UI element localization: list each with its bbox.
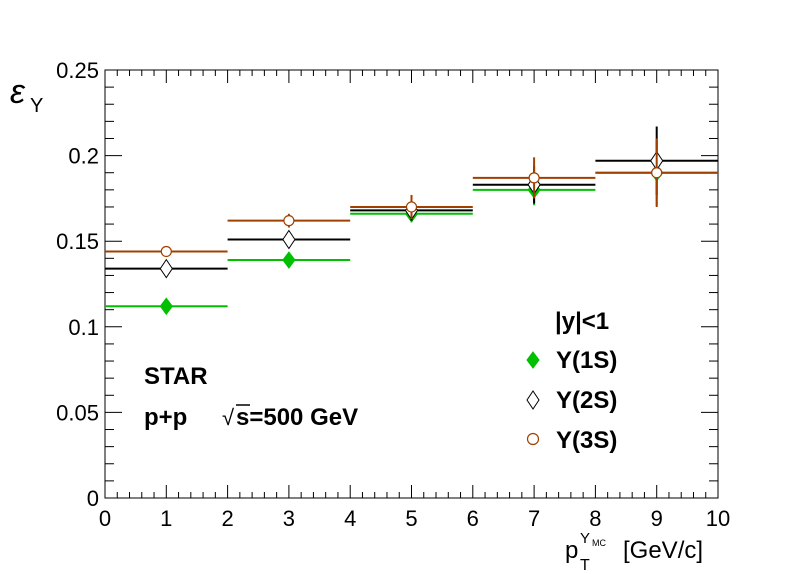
legend-marker-2s (526, 390, 540, 410)
legend-label-1s: Υ(1S) (556, 347, 617, 374)
legend-marker-1s (526, 351, 540, 369)
system-label: p+p (144, 404, 187, 431)
x-tick-label: 3 (283, 506, 295, 531)
x-tick-label: 10 (706, 506, 730, 531)
data-point-3s (160, 245, 172, 258)
x-tick-label: 0 (99, 506, 111, 531)
x-tick-label: 8 (589, 506, 601, 531)
data-point-2s (159, 258, 173, 279)
star-label: STAR (144, 363, 208, 390)
energy-label: s=500 GeV (236, 404, 358, 431)
legend-header: |y|<1 (555, 308, 609, 335)
x-tick-label: 1 (160, 506, 172, 531)
y-tick-label: 0.05 (56, 400, 99, 425)
x-axis-title-sup: Υ (580, 530, 590, 547)
y-tick-label: 0 (87, 486, 99, 511)
x-tick-label: 4 (344, 506, 356, 531)
y-axis-title: ε (10, 73, 26, 111)
data-point-2s (282, 229, 296, 250)
y-axis-title-sub: Υ (30, 95, 43, 117)
x-axis-title-T: T (580, 557, 590, 574)
data-point-1s (282, 251, 296, 269)
legend-marker-3s (526, 432, 540, 446)
x-tick-label: 6 (467, 506, 479, 531)
sqrt-symbol: √ (222, 405, 235, 430)
y-tick-label: 0.1 (68, 315, 99, 340)
x-tick-label: 9 (651, 506, 663, 531)
y-tick-label: 0.2 (68, 144, 99, 169)
legend-label-2s: Υ(2S) (556, 387, 617, 414)
y-tick-label: 0.25 (56, 58, 99, 83)
x-tick-label: 2 (221, 506, 233, 531)
tick-labels: 0 1 2 3 4 5 6 7 8 9 10 0 0.05 0.1 0.15 0.2 0.25 (56, 58, 730, 531)
x-tick-label: 7 (528, 506, 540, 531)
x-axis-title-p: p (565, 537, 578, 564)
data-point-1s (159, 297, 173, 316)
data-layer (105, 126, 718, 316)
x-tick-label: 5 (405, 506, 417, 531)
data-point-3s (651, 167, 663, 179)
x-axis-title-supsup: MC (592, 538, 606, 548)
data-point-3s (528, 172, 540, 184)
legend-label-3s: Υ(3S) (556, 427, 617, 454)
y-tick-label: 0.15 (56, 229, 99, 254)
plot-frame (104, 69, 719, 499)
data-point-3s (283, 215, 295, 227)
legend: |y|<1 Υ(1S) Υ(2S) Υ(3S) (526, 308, 617, 454)
data-point-3s (405, 201, 418, 213)
x-axis-title-unit: [GeV/c] (623, 537, 703, 564)
